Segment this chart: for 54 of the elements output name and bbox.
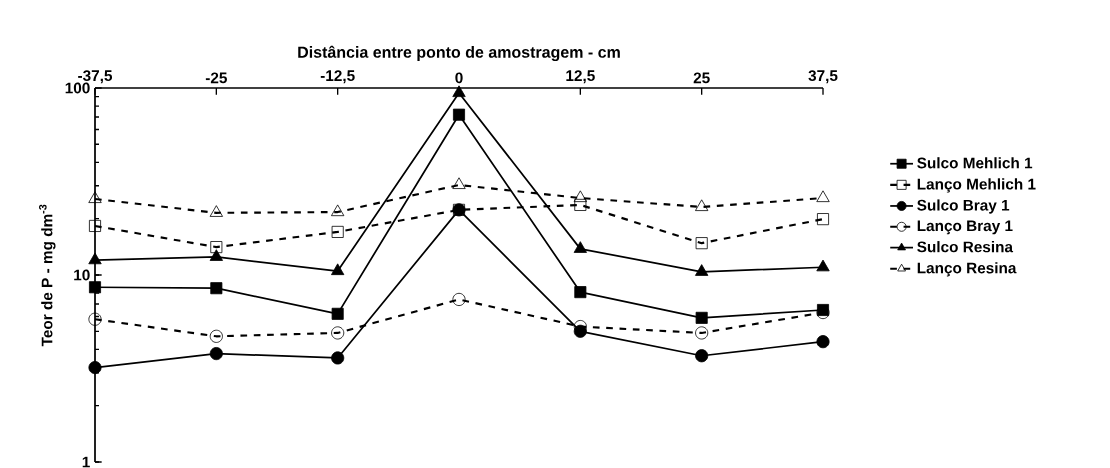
point — [574, 286, 587, 299]
point — [695, 237, 708, 250]
point — [452, 177, 466, 189]
legend-label: Lanço Bray 1 — [917, 220, 1013, 235]
x-tick-label: -12,5 — [320, 70, 355, 84]
point — [209, 347, 223, 361]
x-tick-label: 12,5 — [566, 70, 595, 84]
point — [816, 335, 830, 349]
point — [210, 241, 223, 254]
point — [209, 329, 223, 343]
x-tick-label: -37,5 — [78, 70, 113, 84]
point — [209, 249, 223, 261]
point — [573, 241, 587, 253]
point — [817, 213, 829, 226]
point — [695, 199, 709, 211]
point — [89, 281, 101, 294]
point — [695, 349, 709, 363]
y-tick-label: 1 — [82, 456, 90, 468]
point — [331, 204, 345, 217]
point — [573, 190, 587, 203]
point — [331, 263, 345, 276]
point — [331, 225, 344, 238]
point — [574, 198, 587, 211]
point — [88, 312, 102, 326]
point — [88, 191, 102, 203]
legend-label: Lanço Mehlich 1 — [917, 178, 1036, 193]
x-tick-label: 37,5 — [808, 70, 838, 84]
point — [816, 190, 830, 203]
point — [816, 259, 830, 272]
legend-label: Sulco Resina — [917, 241, 1014, 253]
point — [695, 311, 708, 324]
x-axis-title: Distância entre ponto de amostragem - cm — [298, 45, 620, 62]
point — [210, 282, 223, 295]
legend-label: Sulco Bray 1 — [917, 199, 1010, 214]
point — [695, 326, 709, 340]
x-tick-label: -25 — [205, 72, 227, 84]
y-tick-label: 100 — [65, 82, 90, 94]
x-tick-label: 25 — [693, 72, 710, 84]
point — [331, 326, 345, 340]
point — [89, 219, 101, 232]
y-axis-title: Teor de P - mg dm$^{-3}$ — [39, 204, 56, 347]
point — [453, 108, 466, 121]
x-tick-label: 0 — [455, 72, 463, 84]
point — [331, 307, 344, 320]
point — [209, 205, 223, 217]
point — [88, 252, 102, 265]
legend-label: Lanço Resina — [917, 262, 1017, 277]
point — [88, 361, 102, 375]
legend-label: Sulco Mehlich 1 — [917, 157, 1033, 169]
point — [452, 292, 466, 306]
point — [331, 351, 345, 365]
y-tick-label: 10 — [74, 269, 90, 281]
point — [452, 85, 466, 98]
point — [695, 264, 709, 276]
